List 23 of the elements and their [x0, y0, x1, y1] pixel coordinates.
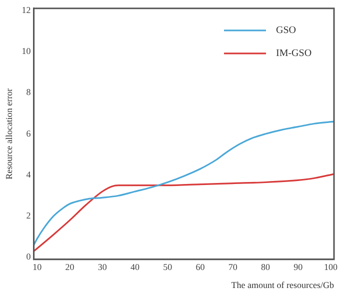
- legend-label: IM-GSO: [276, 48, 312, 60]
- x-tick-label: 30: [98, 262, 108, 272]
- y-axis-title: Resource allocation error: [4, 88, 14, 180]
- x-tick-label: 70: [228, 262, 238, 272]
- x-tick-label: 60: [196, 262, 206, 272]
- legend-label: GSO: [276, 25, 296, 36]
- x-tick-label: 40: [130, 262, 140, 272]
- y-tick-label: 12: [22, 4, 31, 15]
- x-tick-label: 90: [294, 262, 304, 272]
- x-axis-title: The amount of resources/Gb: [231, 280, 334, 290]
- x-tick-label: 100: [324, 262, 338, 272]
- x-tick-label: 80: [260, 262, 270, 272]
- y-tick-label: 8: [26, 87, 32, 98]
- x-tick-label: 20: [65, 262, 75, 272]
- line-series: [34, 173, 334, 252]
- y-tick-label: 4: [26, 169, 32, 180]
- y-tick-label: 6: [26, 128, 32, 138]
- y-tick-label: 2: [26, 210, 31, 221]
- x-tick-label: 50: [163, 262, 173, 272]
- x-tick-label: 10: [32, 262, 42, 272]
- y-tick-label: 10: [22, 46, 32, 56]
- line-series: [34, 120, 334, 246]
- y-tick-label: 0: [26, 252, 32, 262]
